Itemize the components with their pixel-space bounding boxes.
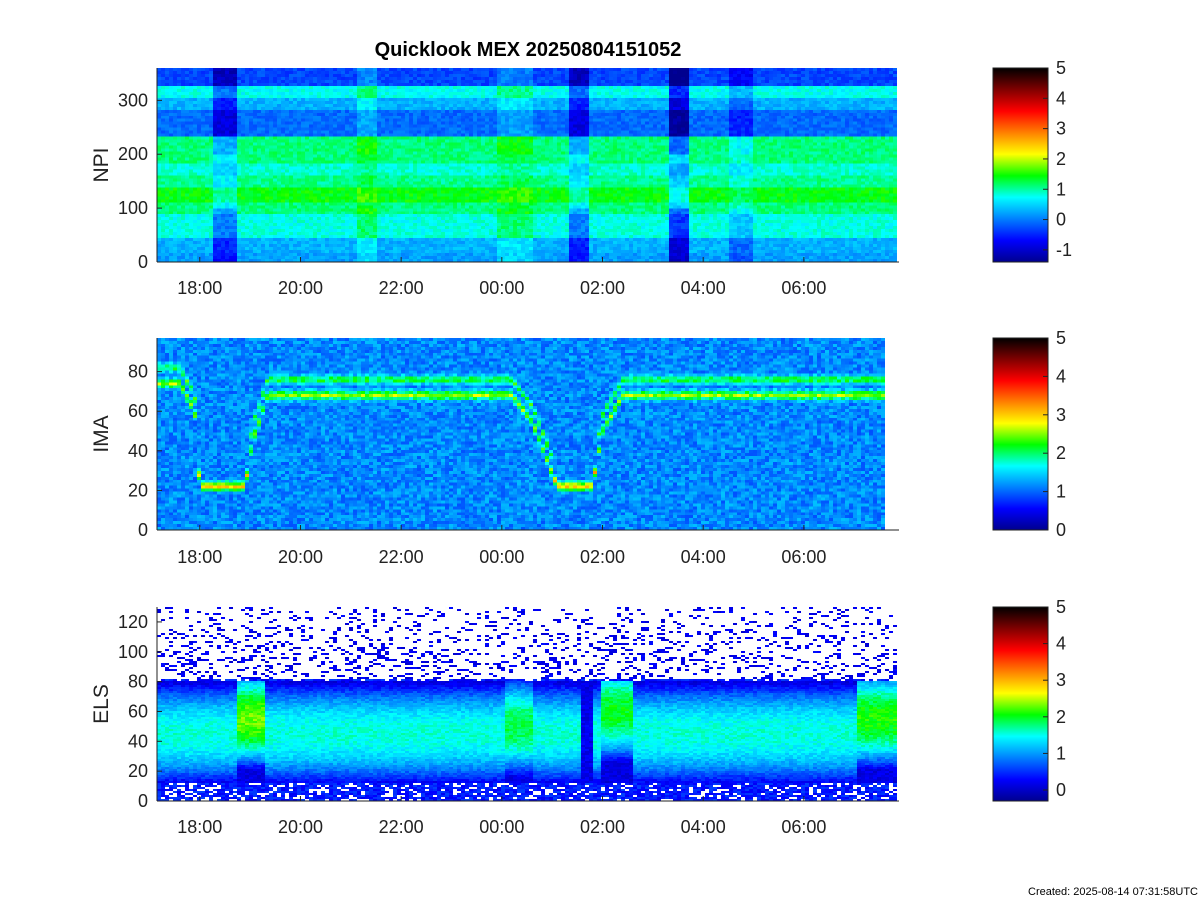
colorbar-tick-label: 0 (1056, 520, 1066, 540)
colorbar-tick-label: 1 (1056, 179, 1066, 199)
colorbar-tick-label: 1 (1056, 743, 1066, 763)
colorbar-tick-label: 3 (1056, 119, 1066, 139)
colorbar-tick-label: 5 (1056, 597, 1066, 617)
y-tick-label: 60 (128, 401, 148, 421)
x-tick-label: 02:00 (580, 817, 625, 837)
x-tick-label: 06:00 (781, 817, 826, 837)
y-axis-label: NPI (90, 147, 113, 182)
y-axis-label: ELS (90, 684, 113, 724)
x-tick-label: 04:00 (681, 547, 726, 567)
created-timestamp: Created: 2025-08-14 07:31:58UTC (1028, 886, 1198, 898)
colorbar (992, 606, 1049, 802)
heatmap-image (157, 607, 897, 801)
colorbar (992, 67, 1049, 263)
y-tick-label: 20 (128, 480, 148, 500)
colorbar-tick-label: 5 (1056, 328, 1066, 348)
y-tick-label: 100 (118, 642, 148, 662)
x-tick-label: 02:00 (580, 278, 625, 298)
heatmap-image (157, 338, 897, 530)
y-tick-label: 0 (138, 791, 148, 811)
x-tick-label: 18:00 (177, 547, 222, 567)
x-tick-label: 18:00 (177, 278, 222, 298)
y-tick-label: 0 (138, 520, 148, 540)
x-tick-label: 18:00 (177, 817, 222, 837)
y-tick-label: 120 (118, 612, 148, 632)
colorbar-tick-label: 4 (1056, 88, 1066, 108)
colorbar-tick-label: 2 (1056, 443, 1066, 463)
x-tick-label: 06:00 (781, 278, 826, 298)
y-tick-label: 100 (118, 198, 148, 218)
colorbar-tick-label: 0 (1056, 210, 1066, 230)
x-tick-label: 00:00 (479, 547, 524, 567)
x-tick-label: 02:00 (580, 547, 625, 567)
y-tick-label: 80 (128, 672, 148, 692)
colorbar (992, 337, 1049, 531)
y-tick-label: 200 (118, 144, 148, 164)
y-tick-label: 60 (128, 701, 148, 721)
colorbar-tick-label: 4 (1056, 366, 1066, 386)
colorbar-tick-label: -1 (1056, 240, 1072, 260)
heatmap-image (157, 68, 897, 262)
y-tick-label: 0 (138, 252, 148, 272)
x-tick-label: 20:00 (278, 817, 323, 837)
x-tick-label: 04:00 (681, 817, 726, 837)
y-tick-label: 40 (128, 441, 148, 461)
colorbar-tick-label: 5 (1056, 58, 1066, 78)
colorbar-tick-label: 4 (1056, 634, 1066, 654)
figure-title: Quicklook MEX 20250804151052 (375, 39, 682, 61)
x-tick-label: 00:00 (479, 278, 524, 298)
npi-panel: 0 100 200 300 18:00 20:00 22:00 00:00 02:00 04:00… (90, 58, 1072, 298)
colorbar-tick-label: 1 (1056, 482, 1066, 502)
y-tick-label: 300 (118, 90, 148, 110)
x-tick-label: 20:00 (278, 547, 323, 567)
colorbar-tick-label: 3 (1056, 405, 1066, 425)
y-tick-label: 40 (128, 731, 148, 751)
colorbar-tick-label: 2 (1056, 149, 1066, 169)
x-tick-label: 00:00 (479, 817, 524, 837)
x-tick-label: 06:00 (781, 547, 826, 567)
x-tick-label: 22:00 (379, 817, 424, 837)
y-tick-label: 20 (128, 761, 148, 781)
colorbar-tick-label: 0 (1056, 780, 1066, 800)
y-axis-label: IMA (90, 415, 113, 452)
colorbar-tick-label: 3 (1056, 670, 1066, 690)
y-tick-label: 80 (128, 362, 148, 382)
x-tick-label: 20:00 (278, 278, 323, 298)
colorbar-tick-label: 2 (1056, 707, 1066, 727)
x-tick-label: 04:00 (681, 278, 726, 298)
x-tick-label: 22:00 (379, 278, 424, 298)
x-tick-label: 22:00 (379, 547, 424, 567)
